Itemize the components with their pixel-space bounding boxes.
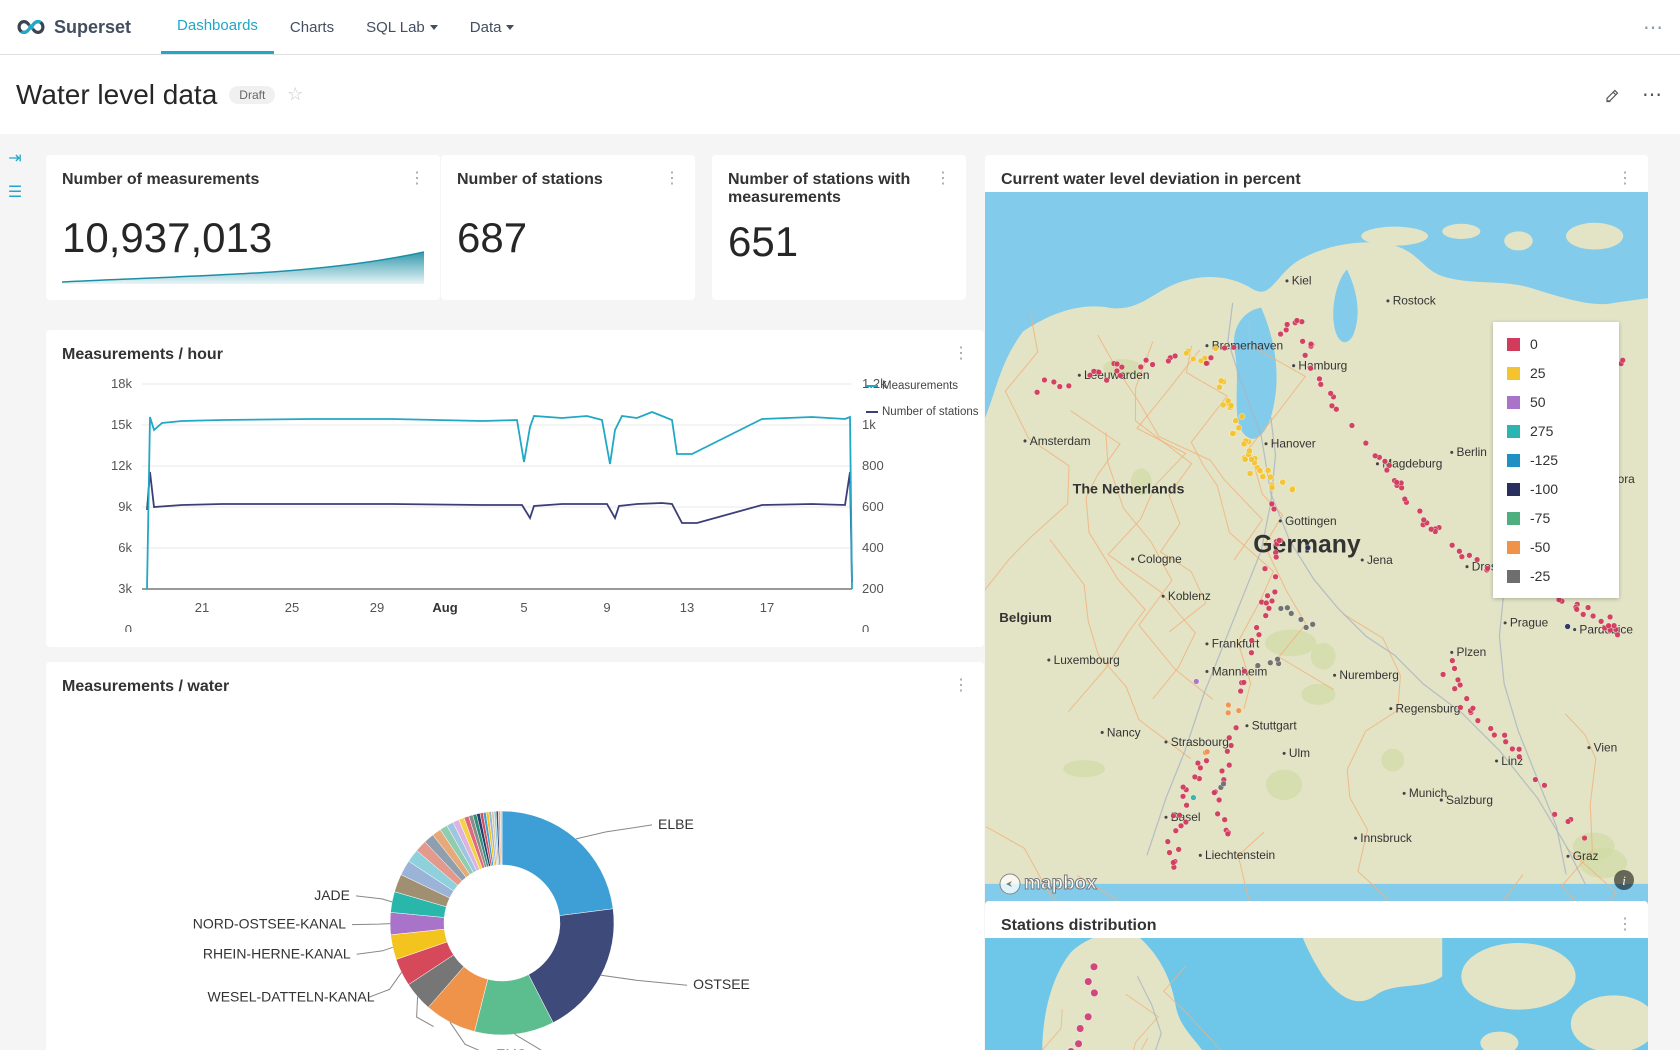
svg-text:3k: 3k: [118, 581, 132, 596]
svg-text:Rostock: Rostock: [1393, 294, 1436, 308]
svg-text:Ulm: Ulm: [1289, 746, 1310, 760]
svg-text:12k: 12k: [111, 458, 132, 473]
svg-text:5: 5: [520, 600, 527, 615]
svg-text:NORD-OSTSEE-KANAL: NORD-OSTSEE-KANAL: [193, 916, 346, 932]
svg-text:Amsterdam: Amsterdam: [1030, 434, 1091, 448]
svg-text:EMS: EMS: [496, 1046, 526, 1050]
svg-text:200: 200: [862, 581, 884, 596]
svg-text:0: 0: [125, 622, 132, 632]
svg-text:Hanover: Hanover: [1271, 437, 1316, 451]
svg-text:21: 21: [195, 600, 209, 615]
svg-text:17: 17: [760, 600, 774, 615]
svg-text:ELBE: ELBE: [658, 816, 694, 832]
svg-text:25: 25: [285, 600, 299, 615]
svg-text:29: 29: [370, 600, 384, 615]
svg-text:Strasbourg: Strasbourg: [1171, 735, 1229, 749]
svg-text:800: 800: [862, 458, 884, 473]
svg-text:600: 600: [862, 499, 884, 514]
svg-text:1k: 1k: [862, 417, 876, 432]
svg-text:9k: 9k: [118, 499, 132, 514]
svg-text:15k: 15k: [111, 417, 132, 432]
svg-text:Munich: Munich: [1409, 786, 1447, 800]
svg-text:Nancy: Nancy: [1107, 725, 1141, 739]
svg-text:Cologne: Cologne: [1137, 552, 1182, 566]
svg-text:i: i: [1622, 873, 1626, 888]
svg-text:Nuremberg: Nuremberg: [1339, 668, 1398, 682]
svg-text:Luxembourg: Luxembourg: [1054, 653, 1120, 667]
svg-text:RHEIN-HERNE-KANAL: RHEIN-HERNE-KANAL: [203, 945, 351, 961]
svg-text:Koblenz: Koblenz: [1168, 589, 1211, 603]
svg-text:Prague: Prague: [1510, 616, 1549, 630]
svg-text:Graz: Graz: [1573, 849, 1599, 863]
svg-text:WESEL-DATTELN-KANAL: WESEL-DATTELN-KANAL: [208, 988, 375, 1004]
svg-text:Belgium: Belgium: [999, 610, 1052, 625]
svg-text:OSTSEE: OSTSEE: [693, 976, 750, 992]
svg-text:Plzen: Plzen: [1457, 645, 1487, 659]
svg-text:Aug: Aug: [432, 600, 457, 615]
svg-text:13: 13: [680, 600, 694, 615]
svg-text:Salzburg: Salzburg: [1446, 793, 1493, 807]
svg-text:9: 9: [603, 600, 610, 615]
svg-text:Liechtenstein: Liechtenstein: [1205, 848, 1275, 862]
svg-text:0: 0: [862, 622, 869, 632]
svg-text:Gottingen: Gottingen: [1285, 514, 1337, 528]
svg-text:Bremerhaven: Bremerhaven: [1212, 339, 1283, 353]
svg-text:Vien: Vien: [1594, 740, 1618, 754]
svg-text:Regensburg: Regensburg: [1396, 701, 1461, 715]
svg-text:Innsbruck: Innsbruck: [1360, 831, 1412, 845]
svg-text:Hamburg: Hamburg: [1298, 359, 1347, 373]
svg-text:6k: 6k: [118, 540, 132, 555]
svg-text:JADE: JADE: [314, 887, 350, 903]
svg-text:The Netherlands: The Netherlands: [1073, 481, 1185, 497]
svg-text:400: 400: [862, 540, 884, 555]
svg-text:Berlin: Berlin: [1457, 445, 1487, 459]
svg-text:Stuttgart: Stuttgart: [1252, 719, 1298, 733]
svg-text:18k: 18k: [111, 376, 132, 391]
svg-text:Kiel: Kiel: [1292, 274, 1312, 288]
svg-text:Jena: Jena: [1367, 553, 1393, 567]
